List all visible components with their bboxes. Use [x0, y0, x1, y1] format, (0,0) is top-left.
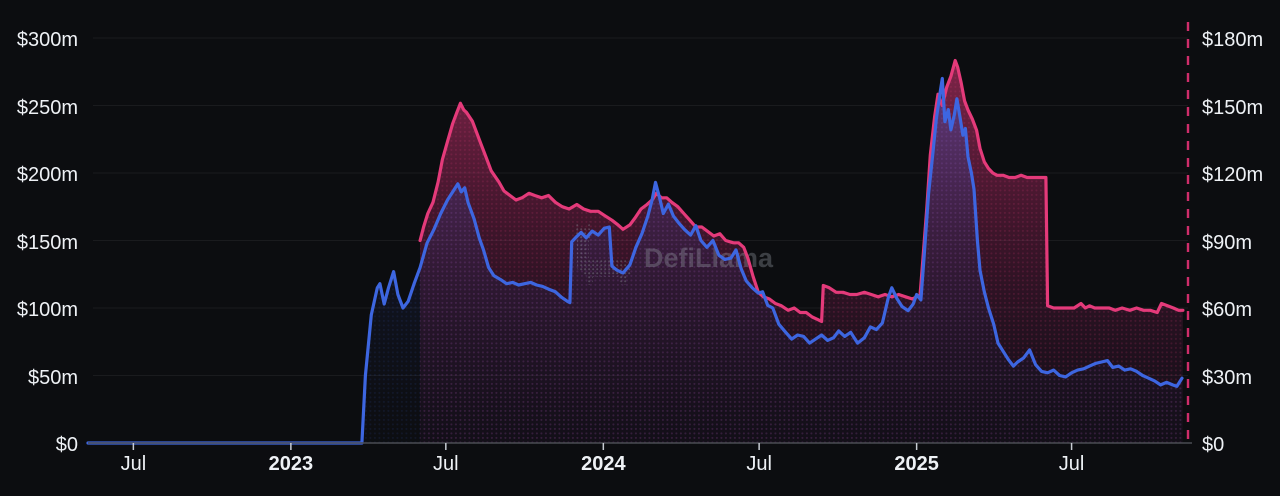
x-axis-label: 2023	[268, 453, 314, 475]
blue-series-line	[86, 76, 1184, 445]
x-axis-label: Jul	[120, 453, 147, 475]
right-y-axis-label: $90m	[1202, 231, 1253, 254]
blue-series-area-texture	[88, 78, 1182, 443]
x-axis-label: 2025	[894, 453, 939, 475]
right-y-axis-label: $30m	[1202, 366, 1253, 389]
left-y-axis-label: $50m	[27, 366, 78, 389]
right-y-axis-label: $0	[1202, 434, 1225, 456]
left-y-axis-label: $300m	[16, 29, 78, 51]
right-y-axis-label: $150m	[1202, 96, 1264, 119]
pink-series-line	[418, 58, 1185, 324]
left-y-axis-label: $0	[55, 434, 78, 456]
right-y-axis-label: $60m	[1202, 299, 1253, 321]
left-y-axis-label: $150m	[16, 231, 78, 254]
left-y-axis-label: $250m	[16, 96, 78, 119]
right-y-axis-label: $180m	[1202, 29, 1264, 51]
defillama-watermark-text: DefiLlama	[644, 243, 774, 273]
x-axis-tick-marks	[132, 443, 1073, 450]
x-axis-label: 2024	[581, 453, 626, 475]
left-y-axis-label: $100m	[16, 299, 78, 321]
right-y-axis-label: $120m	[1202, 164, 1264, 186]
x-axis-label: Jul	[1058, 453, 1085, 475]
x-axis-label: Jul	[433, 453, 459, 475]
left-y-axis-label: $200m	[16, 164, 78, 186]
x-axis-label: Jul	[746, 453, 772, 475]
